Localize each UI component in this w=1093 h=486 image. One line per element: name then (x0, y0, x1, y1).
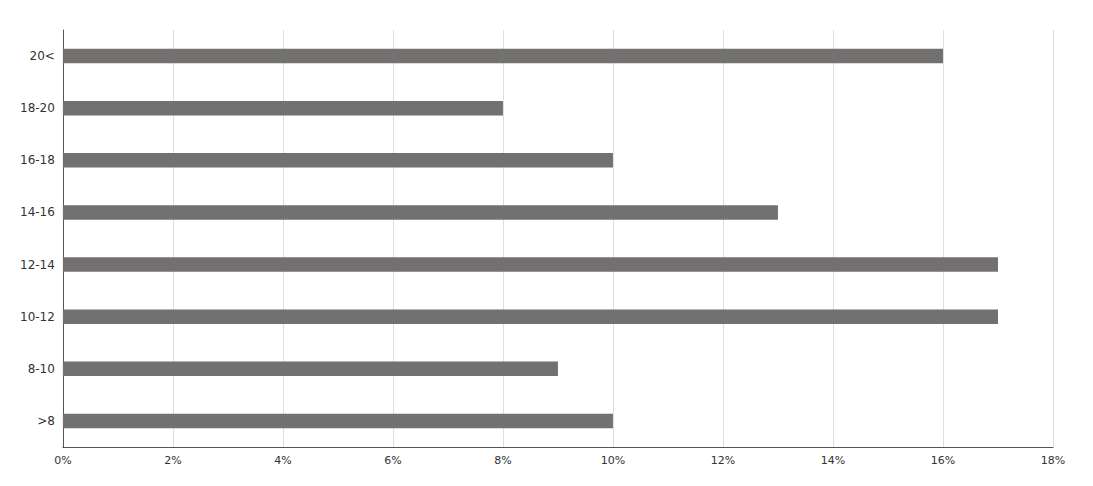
svg-text:8-10: 8-10 (28, 362, 55, 376)
svg-text:8%: 8% (494, 454, 511, 467)
svg-text:14-16: 14-16 (20, 205, 55, 219)
svg-text:2%: 2% (164, 454, 181, 467)
svg-text:10-12: 10-12 (20, 310, 55, 324)
svg-text:12-14: 12-14 (20, 258, 55, 272)
svg-text:>8: >8 (37, 414, 55, 428)
svg-text:0%: 0% (54, 454, 71, 467)
svg-text:16%: 16% (931, 454, 955, 467)
svg-text:20<: 20< (30, 49, 55, 63)
svg-text:16-18: 16-18 (20, 153, 55, 167)
svg-text:14%: 14% (821, 454, 845, 467)
svg-text:18%: 18% (1041, 454, 1065, 467)
svg-text:18-20: 18-20 (20, 101, 55, 115)
svg-text:10%: 10% (601, 454, 625, 467)
svg-text:12%: 12% (711, 454, 735, 467)
svg-text:6%: 6% (384, 454, 401, 467)
svg-text:4%: 4% (274, 454, 291, 467)
